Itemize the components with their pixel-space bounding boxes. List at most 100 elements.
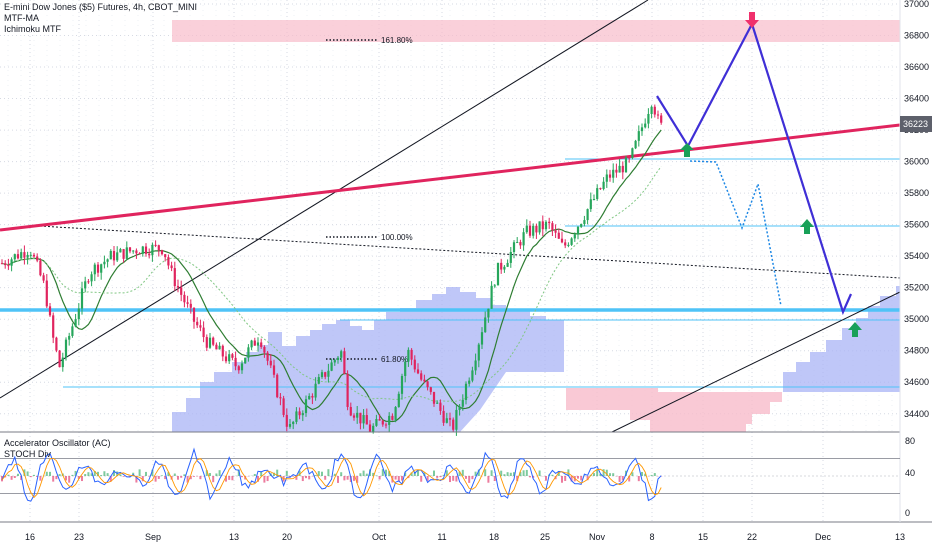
candle-body: [39, 260, 42, 276]
osc-bar: [621, 476, 624, 481]
osc-bar: [135, 476, 138, 483]
osc-bar: [301, 476, 304, 482]
indicator-label[interactable]: Ichimoku MTF: [4, 24, 62, 34]
osc-bar: [298, 470, 301, 476]
time-tick: 16: [25, 532, 35, 542]
osc-bar: [445, 470, 448, 476]
candle-body: [116, 252, 119, 261]
osc-bar: [58, 474, 61, 476]
candle-body: [605, 174, 608, 182]
candle-body: [644, 123, 647, 128]
osc-bar: [618, 476, 621, 482]
candle-body: [596, 188, 599, 200]
price-tick: 35400: [904, 251, 929, 261]
candle-body: [458, 406, 461, 410]
candle-body: [311, 395, 314, 398]
osc-bar: [631, 472, 634, 476]
time-tick: Sep: [145, 532, 161, 542]
time-axis: 16 23 Sep 13 20 Oct 11 18 25 Nov 8 15 22 Dec 13: [25, 532, 905, 542]
channel-line-upper: [0, 0, 649, 399]
osc-bar: [599, 473, 602, 476]
candle-body: [522, 232, 525, 246]
time-tick: Oct: [372, 532, 387, 542]
candle-body: [186, 302, 189, 304]
osc-bar: [628, 476, 631, 482]
osc-bar: [84, 474, 87, 476]
osc-bar: [157, 476, 160, 479]
price-tick: 36400: [904, 94, 929, 104]
osc-bar: [177, 476, 179, 480]
symbol-title[interactable]: E-mini Dow Jones ($5) Futures, 4h, CBOT_…: [4, 2, 198, 12]
candle-body: [602, 181, 605, 190]
osc-bar: [100, 475, 103, 476]
candle-body: [23, 252, 26, 258]
time-tick: 22: [747, 532, 757, 542]
osc-bar: [340, 472, 343, 476]
indicator-label[interactable]: Accelerator Oscillator (AC): [4, 438, 111, 448]
osc-bar: [45, 471, 48, 476]
time-tick: 15: [698, 532, 708, 542]
osc-bar: [173, 473, 176, 476]
osc-bar: [372, 472, 375, 476]
osc-bar: [356, 476, 359, 483]
candle-body: [205, 337, 208, 348]
osc-bar: [209, 473, 211, 476]
candle-body: [365, 415, 368, 425]
candle-body: [103, 261, 106, 265]
candle-body: [512, 242, 516, 252]
candle-body: [548, 221, 551, 224]
osc-bar: [257, 476, 259, 482]
candle-body: [320, 372, 324, 378]
candle-body: [535, 225, 538, 233]
arrow-up-icon: [680, 143, 694, 157]
candle-body: [532, 225, 535, 236]
candle-body: [93, 264, 96, 275]
oscillator-axis: 80 40 0: [905, 436, 915, 518]
candle-body: [154, 244, 157, 246]
candle-body: [612, 169, 615, 178]
indicator-label[interactable]: MTF-MA: [4, 13, 39, 23]
osc-bar: [381, 469, 384, 476]
osc-bar: [580, 476, 583, 481]
indicator-label[interactable]: STOCH Div: [4, 449, 51, 459]
candle-body: [298, 411, 301, 416]
ichimoku-cloud-right: [783, 286, 900, 392]
time-tick: 25: [540, 532, 550, 542]
candle-body: [221, 345, 224, 357]
osc-bar: [321, 471, 323, 476]
candle-body: [442, 410, 445, 423]
candle-body: [279, 397, 282, 399]
alternate-path-dotted: [689, 160, 782, 307]
candle-body: [647, 113, 650, 124]
candle-body: [580, 224, 583, 227]
osc-bar: [653, 473, 656, 476]
candle-body: [100, 264, 103, 273]
osc-bar: [33, 474, 35, 476]
candle-body: [416, 369, 420, 374]
osc-bar: [394, 476, 397, 480]
candle-body: [68, 335, 71, 340]
candle-body: [388, 415, 391, 425]
candle-body: [26, 254, 29, 258]
candle-body: [260, 342, 263, 347]
osc-bar: [212, 476, 215, 483]
osc-bar: [567, 469, 570, 476]
osc-tick: 0: [905, 508, 910, 518]
time-tick: 8: [649, 532, 654, 542]
osc-bar: [577, 476, 579, 479]
candle-body: [231, 354, 234, 358]
candle-body: [618, 165, 621, 173]
candle-body: [394, 407, 397, 420]
osc-bar: [365, 473, 368, 476]
osc-bar: [471, 476, 474, 480]
candle-body: [167, 257, 170, 266]
candle-body: [224, 356, 228, 362]
osc-bar: [305, 476, 307, 479]
candle-body: [237, 366, 240, 371]
osc-bar: [167, 472, 170, 476]
candle-body: [132, 250, 135, 252]
candle-body: [500, 262, 503, 270]
candle-body: [87, 281, 90, 283]
candle-body: [378, 419, 381, 421]
